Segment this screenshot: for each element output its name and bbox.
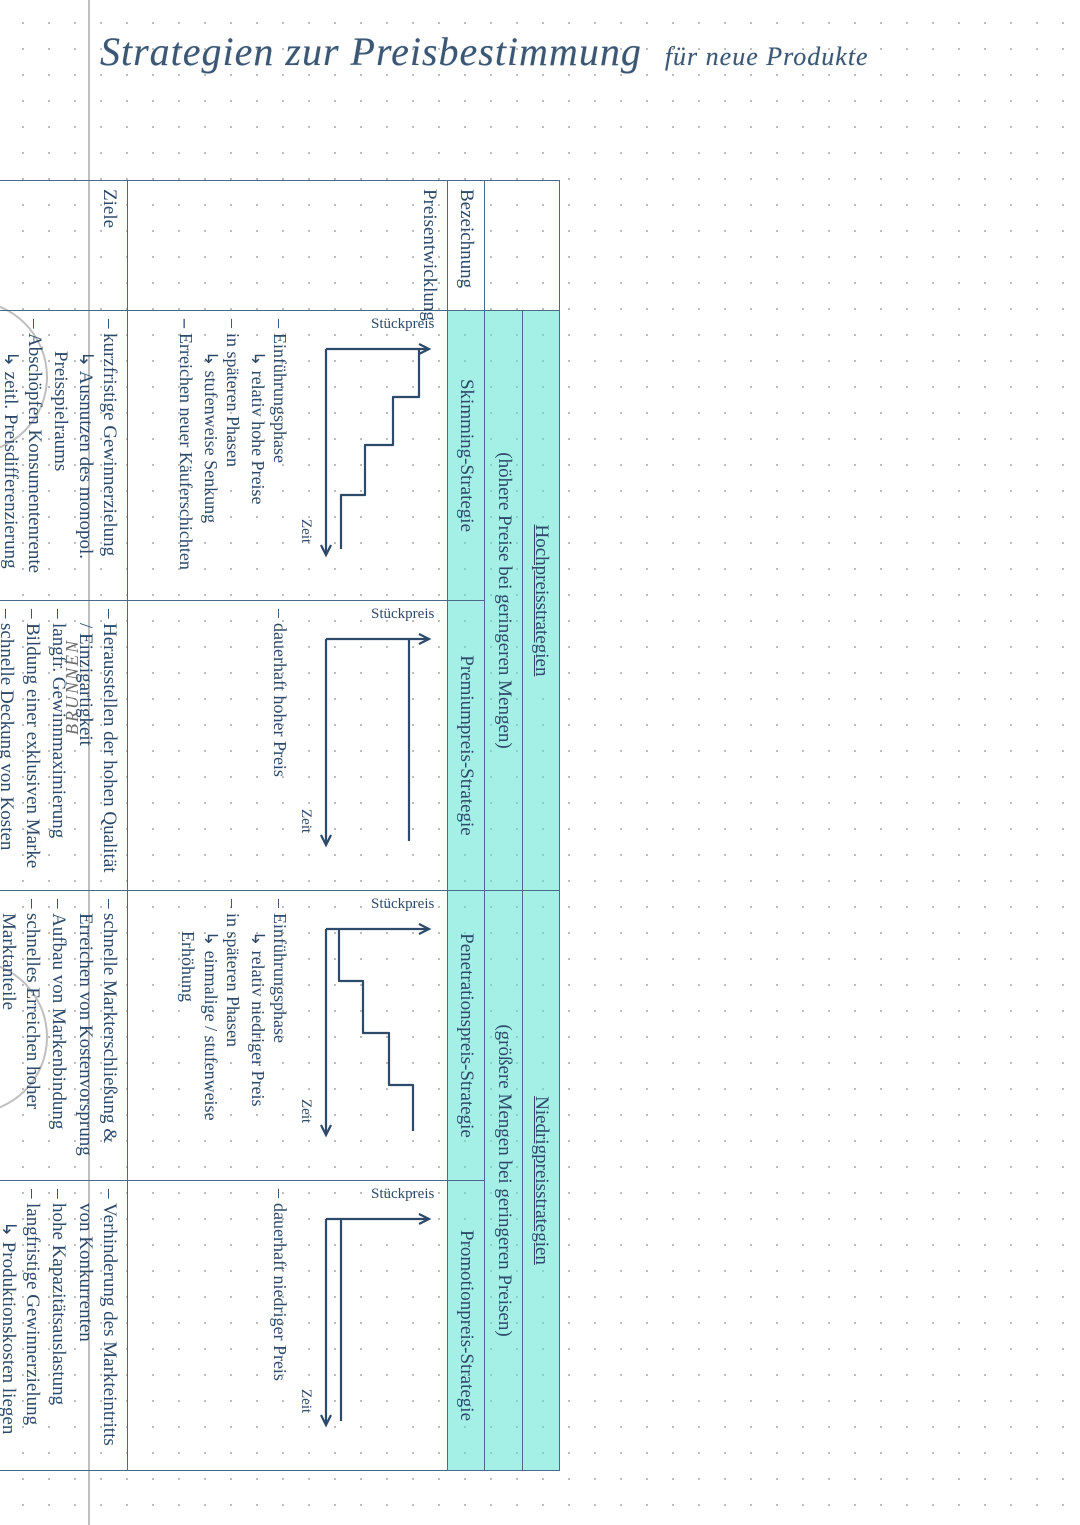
row-ziele-label: Ziele [0,181,128,311]
axis-y-label: Stückpreis [371,1185,434,1204]
chart-promotion: StückpreisZeit [291,1189,441,1462]
desc-premium: dauerhaft hoher Preis [269,609,292,882]
title-sub: für neue Produkte [665,42,869,71]
axis-y-label: Stückpreis [371,315,434,334]
desc-skimming: Einführungsphaserelativ hohe Preisein sp… [175,319,292,592]
axis-x-label: Zeit [296,519,315,543]
chart-skimming: StückpreisZeit [291,319,441,592]
group-hoch-sub: (höhere Preise bei geringeren Mengen) [485,311,522,891]
col-skimming: Skimming-Strategie [448,311,485,601]
cell-promotion-ziele: Verhinderung des Markteintritts von Konk… [0,1181,128,1471]
page-title: Strategien zur Preisbestimmung für neue … [100,28,869,75]
axis-x-label: Zeit [296,1099,315,1123]
cell-promotion-preis: StückpreisZeit dauerhaft niedriger Preis [128,1181,448,1471]
cell-premium-ziele: Herausstellen der hohen Qualität / Einzi… [0,601,128,891]
cell-penetration-ziele: schnelle Markterschließung & Erreichen v… [0,891,128,1181]
header-blank [485,181,560,311]
row-bezeichnung-label: Bezeichnung [448,181,485,311]
chart-penetration: StückpreisZeit [291,899,441,1172]
col-premium: Premiumpreis-Strategie [448,601,485,891]
group-hoch-title: Hochpreisstrategien [522,311,559,891]
strategies-table: Hochpreisstrategien Niedrigpreisstrategi… [0,180,560,1471]
desc-promotion: dauerhaft niedriger Preis [269,1189,292,1462]
axis-y-label: Stückpreis [371,895,434,914]
group-niedrig-title: Niedrigpreisstrategien [522,891,559,1471]
chart-premium: StückpreisZeit [291,609,441,882]
cell-skimming-ziele: kurzfristige GewinnerzielungAusnutzen de… [0,311,128,601]
col-penetration: Penetrationspreis-Strategie [448,891,485,1181]
group-niedrig-sub: (größere Mengen bei geringeren Preisen) [485,891,522,1471]
title-main: Strategien zur Preisbestimmung [100,29,642,74]
cell-premium-preis: StückpreisZeit dauerhaft hoher Preis [128,601,448,891]
axis-y-label: Stückpreis [371,605,434,624]
axis-x-label: Zeit [296,809,315,833]
cell-penetration-preis: StückpreisZeit Einführungsphaserelativ n… [128,891,448,1181]
col-promotion: Promotionpreis-Strategie [448,1181,485,1471]
desc-penetration: Einführungsphaserelativ niedriger Preisi… [177,899,292,1172]
axis-x-label: Zeit [296,1389,315,1413]
row-preisent-label: Preisentwicklung [128,181,448,311]
cell-skimming-preis: StückpreisZeit Einführungsphaserelativ h… [128,311,448,601]
